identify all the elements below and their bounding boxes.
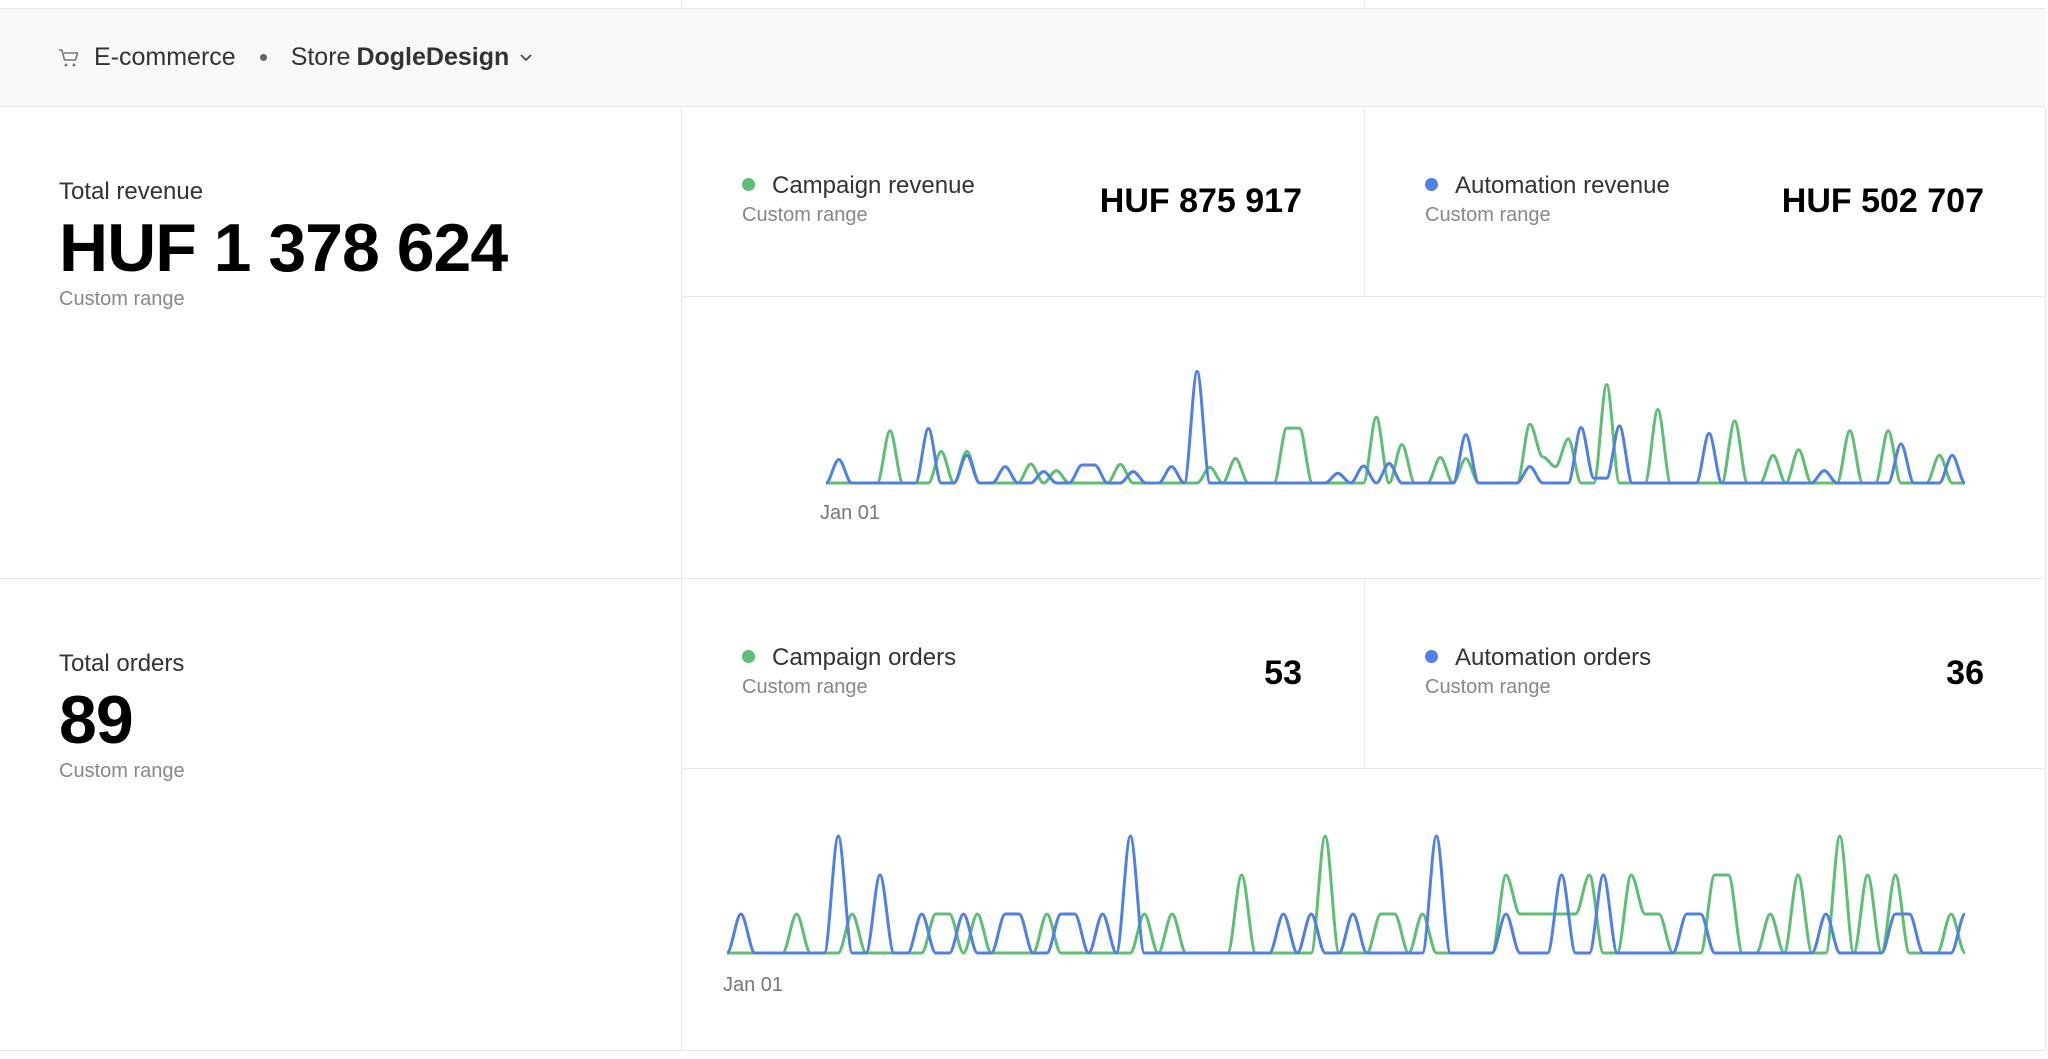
divider (681, 0, 682, 8)
header-bar: E-commerce Store DogleDesign (0, 9, 2045, 107)
divider (682, 768, 2045, 769)
total-revenue-range: Custom range (59, 288, 185, 310)
revenue-chart (825, 369, 1966, 485)
campaign-orders-value: 53 (1264, 654, 1302, 692)
store-name: DogleDesign (356, 43, 510, 71)
automation-revenue-value: HUF 502 707 (1781, 182, 1984, 220)
divider (0, 578, 2045, 579)
automation-revenue-range: Custom range (1425, 204, 1551, 226)
campaign-revenue-value: HUF 875 917 (1099, 182, 1302, 220)
divider (682, 296, 2045, 297)
divider (1364, 107, 1365, 297)
store-prefix: Store (290, 43, 351, 71)
divider (681, 107, 682, 1051)
total-orders-range: Custom range (59, 760, 185, 782)
x-tick-label: Jan 01 (723, 974, 784, 996)
divider (2045, 107, 2046, 1051)
automation-dot-icon (1425, 650, 1438, 664)
divider (1364, 579, 1365, 769)
divider (0, 1050, 2045, 1051)
automation-orders-line (725, 834, 1967, 955)
campaign-revenue-label: Campaign revenue (772, 172, 975, 199)
automation-revenue-card: Automation revenue Custom range HUF 502 … (1425, 172, 1984, 227)
breadcrumb-section[interactable]: E-commerce (94, 43, 236, 71)
campaign-dot-icon (742, 178, 755, 192)
orders-chart (725, 834, 1967, 955)
total-revenue-label: Total revenue (59, 178, 204, 205)
campaign-revenue-line (826, 382, 1965, 485)
campaign-orders-card: Campaign orders Custom range 53 (742, 644, 1302, 699)
campaign-dot-icon (742, 650, 755, 664)
breadcrumb: E-commerce Store DogleDesign (58, 43, 533, 72)
automation-orders-label: Automation orders (1455, 644, 1652, 671)
breadcrumb-separator (259, 54, 267, 61)
total-orders-label: Total orders (59, 650, 185, 677)
campaign-revenue-range: Custom range (742, 204, 868, 226)
automation-orders-value: 36 (1946, 654, 1984, 692)
total-revenue-value: HUF 1 378 624 (59, 210, 508, 286)
chevron-down-icon (519, 53, 533, 63)
total-revenue-card: Total revenue HUF 1 378 624 Custom range (59, 178, 508, 311)
automation-orders-range: Custom range (1425, 676, 1551, 698)
automation-orders-card: Automation orders Custom range 36 (1425, 644, 1984, 699)
automation-revenue-line (825, 369, 1966, 485)
campaign-revenue-card: Campaign revenue Custom range HUF 875 91… (742, 172, 1302, 227)
campaign-orders-line (727, 834, 1967, 955)
divider (1364, 0, 1365, 8)
automation-dot-icon (1425, 178, 1438, 192)
total-orders-value: 89 (59, 682, 134, 758)
top-strip (0, 0, 2045, 9)
shopping-cart-icon (58, 48, 80, 68)
store-selector[interactable]: Store DogleDesign (291, 43, 534, 72)
automation-revenue-label: Automation revenue (1455, 172, 1670, 199)
total-orders-card: Total orders 89 Custom range (59, 650, 185, 783)
x-tick-label: Jan 01 (820, 502, 881, 524)
campaign-orders-range: Custom range (742, 676, 868, 698)
campaign-orders-label: Campaign orders (772, 644, 957, 671)
